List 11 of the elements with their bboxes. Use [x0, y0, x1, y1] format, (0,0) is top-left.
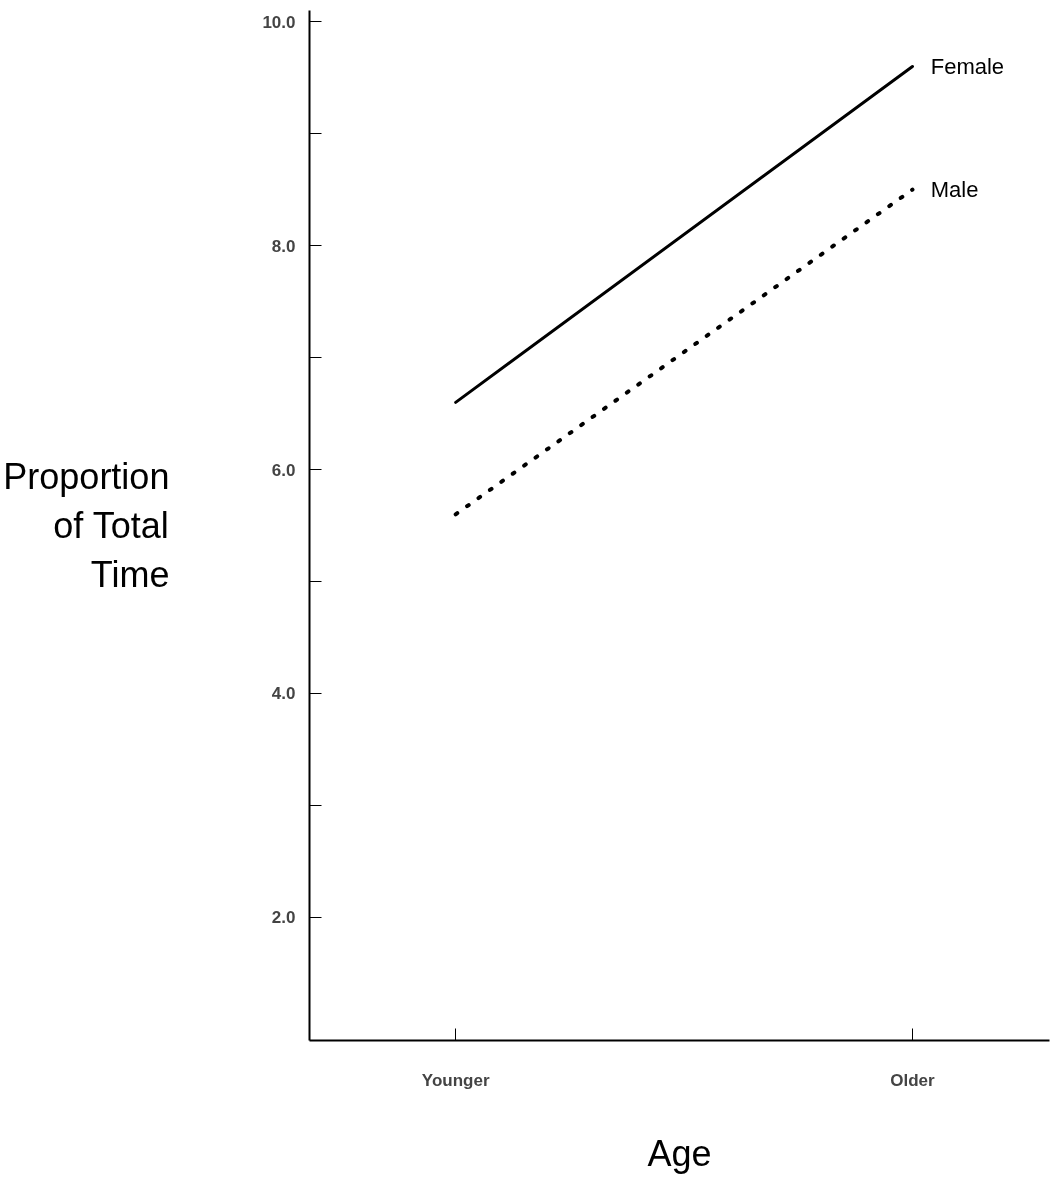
series-label: Female [930, 53, 1005, 79]
x-axis-title: Age [647, 1132, 712, 1174]
y-tick-label: 2.0 [271, 908, 296, 928]
y-tick-label: 8.0 [271, 236, 296, 256]
y-tick-label: 4.0 [271, 684, 296, 704]
series-label: Male [930, 177, 979, 203]
x-tick-label: Older [890, 1070, 936, 1090]
y-tick-label: 10.0 [262, 12, 296, 32]
y-axis-title: Proportion of Total Time [3, 455, 170, 596]
x-tick-label: Younger [421, 1070, 490, 1090]
y-tick-label: 6.0 [271, 460, 296, 480]
